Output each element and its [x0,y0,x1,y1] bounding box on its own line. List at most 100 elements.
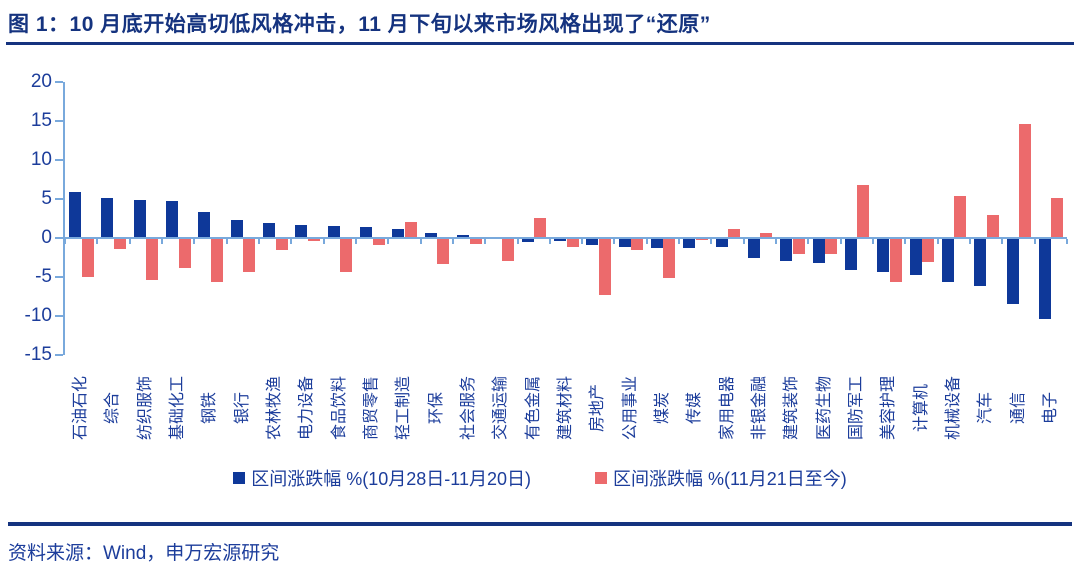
x-category-label: 通信 [1009,392,1027,425]
bar-series1-17 [631,238,644,250]
x-tick-mark [678,239,681,244]
page-title: 图 1：10 月底开始高切低风格冲击，11 月下旬以来市场风格出现了“还原” [8,13,711,36]
bar-series1-21 [760,233,773,238]
x-category-label: 基础化工 [169,376,187,441]
bar-series1-13 [501,238,514,261]
bar-series1-12 [469,238,482,245]
x-category-label: 房地产 [589,384,607,433]
bar-series0-23 [812,238,825,263]
x-category-label: 机械设备 [944,376,962,441]
bar-series0-0 [69,191,82,238]
bar-series1-7 [307,238,320,242]
bar-series0-6 [263,223,276,238]
x-tick-mark [484,239,487,244]
x-tick-mark [936,239,939,244]
bar-series1-1 [113,238,126,249]
x-tick-mark [96,239,99,244]
bar-series0-20 [715,238,728,248]
bar-series0-12 [457,234,470,238]
y-axis-line [63,82,65,355]
x-tick-mark [742,239,745,244]
x-tick-mark [872,239,875,244]
x-tick-mark [548,239,551,244]
x-category-label: 煤炭 [653,392,671,425]
bar-series0-2 [133,199,146,238]
legend-item-period1: 区间涨跌幅 %(10月28日-11月20日) [233,465,531,491]
bar-series0-30 [1038,238,1051,320]
x-tick-mark [1033,239,1036,244]
x-category-label: 环保 [427,392,445,425]
bar-series1-5 [243,238,256,273]
y-tick-mark [55,120,63,122]
x-category-label: 建筑装饰 [783,376,801,441]
x-category-label: 计算机 [912,384,930,433]
bar-series1-18 [663,238,676,278]
title-underline [6,42,1074,45]
bar-series0-10 [392,229,405,238]
bar-series0-11 [424,232,437,238]
x-category-label: 银行 [233,392,251,425]
x-category-label: 电子 [1041,392,1059,425]
x-tick-mark [516,239,519,244]
y-tick-mark [55,159,63,161]
x-category-label: 家用电器 [718,376,736,441]
x-category-label: 交通运输 [492,376,510,441]
x-category-label: 纺织服饰 [136,376,154,441]
x-category-label: 社会服务 [460,376,478,441]
x-tick-mark [904,239,907,244]
x-tick-mark [160,239,163,244]
x-tick-mark [807,239,810,244]
bar-series0-3 [166,201,179,238]
x-category-label: 非银金融 [750,376,768,441]
bar-series1-0 [81,238,94,277]
bar-series0-17 [618,238,631,248]
bar-series0-18 [650,238,663,249]
y-tick-mark [55,315,63,317]
bar-series1-25 [889,238,902,283]
x-category-label: 综合 [104,392,122,425]
bar-series0-28 [974,238,987,287]
y-tick-label: -10 [24,305,52,326]
bar-series1-14 [534,217,547,238]
x-tick-mark [451,239,454,244]
x-tick-mark [1066,239,1068,244]
x-tick-mark [64,239,66,244]
y-tick-label: 5 [41,188,52,209]
bar-series0-16 [586,238,599,246]
bar-series1-19 [695,238,708,241]
x-category-label: 商贸零售 [363,376,381,441]
x-tick-mark [775,239,778,244]
x-tick-mark [581,239,584,244]
bar-series1-22 [792,238,805,254]
bar-series1-27 [954,195,967,238]
x-category-label: 汽车 [977,392,995,425]
x-tick-mark [839,239,842,244]
bar-series0-1 [101,198,114,238]
y-tick-mark [55,276,63,278]
x-tick-mark [387,239,390,244]
x-category-label: 电力设备 [298,376,316,441]
y-tick-label: 20 [30,71,52,92]
bar-series1-24 [857,184,870,238]
y-tick-label: -15 [24,344,52,365]
bar-series0-26 [909,238,922,276]
x-category-label: 国防军工 [847,376,865,441]
bar-series0-7 [295,224,308,238]
bar-series1-28 [986,215,999,238]
source-note: 资料来源：Wind，申万宏源研究 [8,543,280,564]
bar-series1-2 [146,238,159,281]
bar-series0-22 [780,238,793,261]
x-tick-mark [322,239,325,244]
legend-item-period2: 区间涨跌幅 %(11月21日至今) [595,465,847,491]
x-category-label: 医药生物 [815,376,833,441]
bar-series1-11 [437,238,450,264]
y-tick-label: -5 [35,266,52,287]
chart-legend: 区间涨跌幅 %(10月28日-11月20日) 区间涨跌幅 %(11月21日至今) [0,464,1080,492]
bar-series0-14 [521,238,534,242]
x-category-label: 食品饮料 [330,376,348,441]
x-category-label: 轻工制造 [395,376,413,441]
bar-series1-3 [178,238,191,269]
legend-label-period1: 区间涨跌幅 %(10月28日-11月20日) [251,469,532,489]
bar-series1-6 [275,238,288,250]
bar-series0-25 [877,238,890,272]
